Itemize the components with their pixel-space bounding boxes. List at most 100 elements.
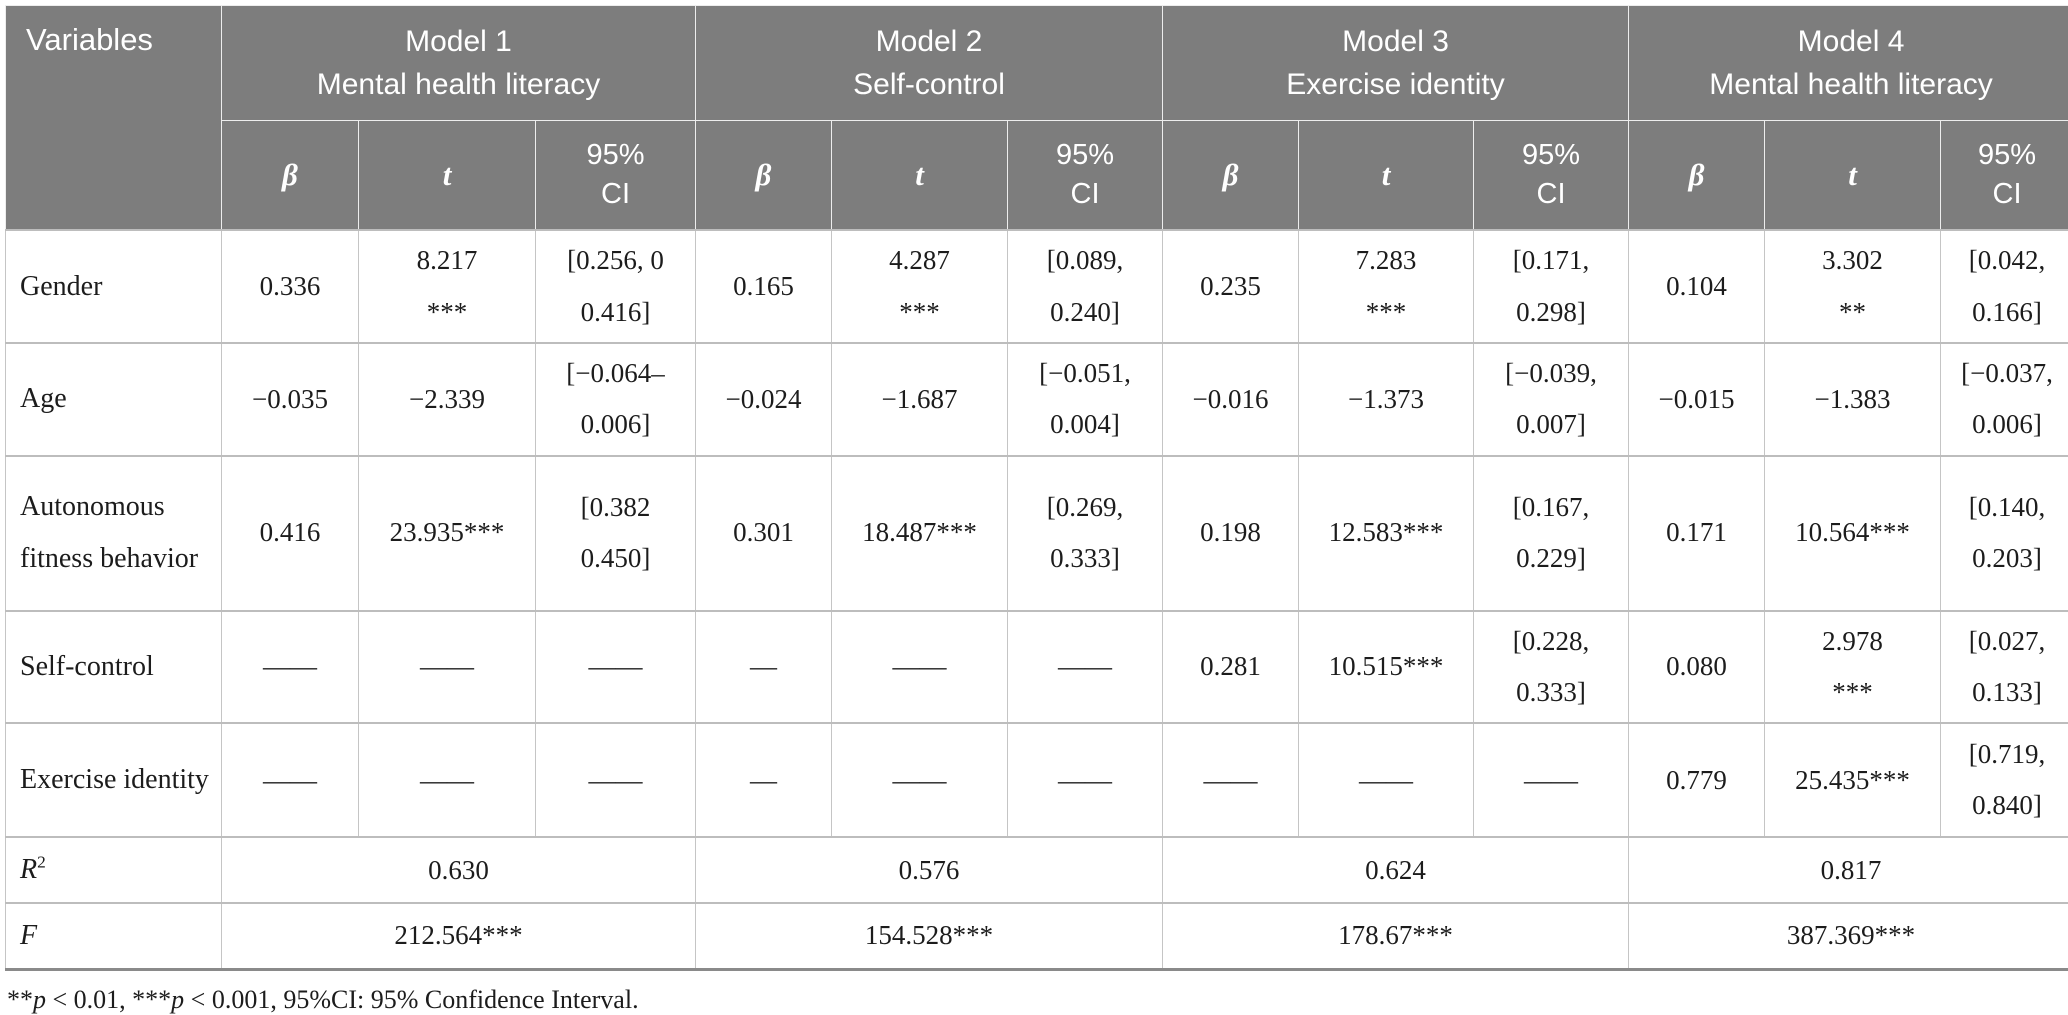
cell: 0.416 bbox=[222, 456, 359, 611]
cell: [−0.037, 0.006] bbox=[1941, 343, 2068, 456]
row-label-r-squared: R2 bbox=[6, 837, 222, 903]
cell: [0.042, 0.166] bbox=[1941, 230, 2068, 343]
cell: —— bbox=[1474, 723, 1629, 837]
cell: [0.256, 0 0.416] bbox=[536, 230, 696, 343]
cell: 0.165 bbox=[696, 230, 832, 343]
cell: [0.719, 0.840] bbox=[1941, 723, 2068, 837]
r2-model4: 0.817 bbox=[1629, 837, 2068, 903]
cell: 0.336 bbox=[222, 230, 359, 343]
row-label-autonomous-fitness-behavior: Autonomous fitness behavior bbox=[6, 456, 222, 611]
cell: 0.281 bbox=[1163, 611, 1299, 724]
t-header-m4: t bbox=[1848, 157, 1857, 192]
cell: −1.373 bbox=[1299, 343, 1474, 456]
row-label-exercise-identity: Exercise identity bbox=[6, 723, 222, 837]
beta-header-m3: β bbox=[1223, 157, 1239, 192]
cell: 0.171 bbox=[1629, 456, 1765, 611]
cell: —— bbox=[832, 611, 1008, 724]
cell: −1.687 bbox=[832, 343, 1008, 456]
model4-header: Model 4 Mental health literacy bbox=[1629, 6, 2068, 121]
f-model4: 387.369*** bbox=[1629, 903, 2068, 969]
cell: −1.383 bbox=[1765, 343, 1941, 456]
cell: 18.487*** bbox=[832, 456, 1008, 611]
cell: —— bbox=[1163, 723, 1299, 837]
corner-header-variables: Variables bbox=[6, 6, 222, 231]
cell: —— bbox=[222, 611, 359, 724]
cell: [0.269, 0.333] bbox=[1008, 456, 1163, 611]
cell: 10.564*** bbox=[1765, 456, 1941, 611]
table-row-autonomous-fitness-behavior: Autonomous fitness behavior 0.416 23.935… bbox=[6, 456, 2068, 611]
ci-header-m2: 95% CI bbox=[1056, 139, 1114, 210]
beta-header-m1: β bbox=[282, 157, 298, 192]
model4-title: Model 4 bbox=[1629, 20, 2068, 64]
cell: —— bbox=[1299, 723, 1474, 837]
cell: [−0.039, 0.007] bbox=[1474, 343, 1629, 456]
cell: [−0.051, 0.004] bbox=[1008, 343, 1163, 456]
cell: −0.035 bbox=[222, 343, 359, 456]
cell: 10.515*** bbox=[1299, 611, 1474, 724]
model3-title: Model 3 bbox=[1163, 20, 1628, 64]
r2-model1: 0.630 bbox=[222, 837, 696, 903]
model1-title: Model 1 bbox=[222, 20, 695, 64]
model3-subtitle: Exercise identity bbox=[1163, 63, 1628, 107]
model2-header: Model 2 Self-control bbox=[696, 6, 1163, 121]
table-row-age: Age −0.035 −2.339 [−0.064– 0.006] −0.024… bbox=[6, 343, 2068, 456]
model1-header: Model 1 Mental health literacy bbox=[222, 6, 696, 121]
cell: 7.283 *** bbox=[1299, 230, 1474, 343]
cell: 2.978 *** bbox=[1765, 611, 1941, 724]
table-row-gender: Gender 0.336 8.217 *** [0.256, 0 0.416] … bbox=[6, 230, 2068, 343]
model2-subtitle: Self-control bbox=[696, 63, 1162, 107]
cell: −2.339 bbox=[359, 343, 536, 456]
model1-subtitle: Mental health literacy bbox=[222, 63, 695, 107]
row-label-age: Age bbox=[6, 343, 222, 456]
cell: 4.287 *** bbox=[832, 230, 1008, 343]
cell: [0.382 0.450] bbox=[536, 456, 696, 611]
t-header-m2: t bbox=[915, 157, 924, 192]
cell: [0.140, 0.203] bbox=[1941, 456, 2068, 611]
cell: 0.779 bbox=[1629, 723, 1765, 837]
beta-header-m4: β bbox=[1689, 157, 1705, 192]
cell: 0.235 bbox=[1163, 230, 1299, 343]
cell: [0.171, 0.298] bbox=[1474, 230, 1629, 343]
cell: 3.302 ** bbox=[1765, 230, 1941, 343]
cell: — bbox=[696, 611, 832, 724]
f-model1: 212.564*** bbox=[222, 903, 696, 969]
cell: [0.167, 0.229] bbox=[1474, 456, 1629, 611]
regression-table: Variables Model 1 Mental health literacy… bbox=[5, 5, 2068, 971]
cell: 25.435*** bbox=[1765, 723, 1941, 837]
table-row-exercise-identity: Exercise identity —— —— —— — —— —— —— ——… bbox=[6, 723, 2068, 837]
cell: 23.935*** bbox=[359, 456, 536, 611]
f-model2: 154.528*** bbox=[696, 903, 1163, 969]
cell: [0.027, 0.133] bbox=[1941, 611, 2068, 724]
ci-header-m1: 95% CI bbox=[586, 139, 644, 210]
t-header-m1: t bbox=[443, 157, 452, 192]
ci-header-m3: 95% CI bbox=[1522, 139, 1580, 210]
t-header-m3: t bbox=[1382, 157, 1391, 192]
cell: −0.015 bbox=[1629, 343, 1765, 456]
ci-header-m4: 95% CI bbox=[1978, 139, 2036, 210]
cell: —— bbox=[1008, 723, 1163, 837]
cell: 0.104 bbox=[1629, 230, 1765, 343]
table-row-r-squared: R2 0.630 0.576 0.624 0.817 bbox=[6, 837, 2068, 903]
cell: 0.198 bbox=[1163, 456, 1299, 611]
cell: 8.217 *** bbox=[359, 230, 536, 343]
f-model3: 178.67*** bbox=[1163, 903, 1629, 969]
cell: −0.024 bbox=[696, 343, 832, 456]
row-label-f-statistic: F bbox=[6, 903, 222, 969]
cell: —— bbox=[832, 723, 1008, 837]
cell: —— bbox=[222, 723, 359, 837]
cell: [0.228, 0.333] bbox=[1474, 611, 1629, 724]
row-label-gender: Gender bbox=[6, 230, 222, 343]
cell: −0.016 bbox=[1163, 343, 1299, 456]
r2-model2: 0.576 bbox=[696, 837, 1163, 903]
row-label-self-control: Self-control bbox=[6, 611, 222, 724]
cell: 0.080 bbox=[1629, 611, 1765, 724]
cell: [−0.064– 0.006] bbox=[536, 343, 696, 456]
model4-subtitle: Mental health literacy bbox=[1629, 63, 2068, 107]
table-row-f-statistic: F 212.564*** 154.528*** 178.67*** 387.36… bbox=[6, 903, 2068, 969]
table-row-self-control: Self-control —— —— —— — —— —— 0.281 10.5… bbox=[6, 611, 2068, 724]
cell: —— bbox=[359, 723, 536, 837]
cell: —— bbox=[359, 611, 536, 724]
table-footnote: **p < 0.01, ***p < 0.001, 95%CI: 95% Con… bbox=[5, 971, 2063, 1015]
cell: —— bbox=[536, 723, 696, 837]
